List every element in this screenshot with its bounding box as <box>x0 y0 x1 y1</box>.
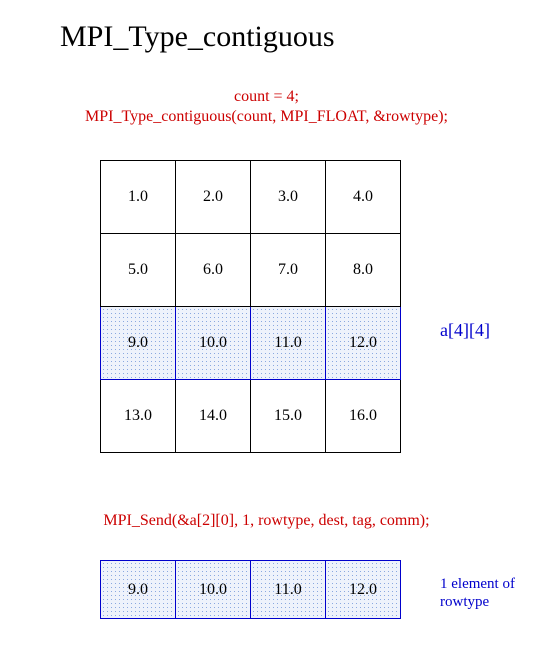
rowvec-cell: 10.0 <box>176 561 251 619</box>
matrix-cell: 8.0 <box>326 234 401 307</box>
matrix-cell: 13.0 <box>101 380 176 453</box>
array-matrix: 1.0 2.0 3.0 4.0 5.0 6.0 7.0 8.0 9.0 10.0… <box>100 160 401 453</box>
rowvec-cell: 12.0 <box>326 561 401 619</box>
matrix-cell: 5.0 <box>101 234 176 307</box>
rowvec-row: 9.0 10.0 11.0 12.0 <box>101 561 401 619</box>
matrix-cell: 10.0 <box>176 307 251 380</box>
matrix-row: 1.0 2.0 3.0 4.0 <box>101 161 401 234</box>
element-label-line2: rowtype <box>440 594 489 610</box>
code-send-line: MPI_Send(&a[2][0], 1, rowtype, dest, tag… <box>0 512 533 530</box>
matrix-row-highlight: 9.0 10.0 11.0 12.0 <box>101 307 401 380</box>
rowvec-cell: 9.0 <box>101 561 176 619</box>
page-title: MPI_Type_contiguous <box>60 20 335 54</box>
matrix-cell: 1.0 <box>101 161 176 234</box>
matrix-cell: 4.0 <box>326 161 401 234</box>
rowvec-cell: 11.0 <box>251 561 326 619</box>
rowtype-vector: 9.0 10.0 11.0 12.0 <box>100 560 401 619</box>
element-label: 1 element of rowtype <box>440 575 515 611</box>
matrix-cell: 15.0 <box>251 380 326 453</box>
matrix-cell: 16.0 <box>326 380 401 453</box>
array-label: a[4][4] <box>440 320 490 341</box>
matrix-cell: 2.0 <box>176 161 251 234</box>
matrix-row: 13.0 14.0 15.0 16.0 <box>101 380 401 453</box>
matrix-cell: 7.0 <box>251 234 326 307</box>
matrix-cell: 12.0 <box>326 307 401 380</box>
matrix-cell: 6.0 <box>176 234 251 307</box>
element-label-line1: 1 element of <box>440 576 515 592</box>
code-count-line: count = 4; <box>0 88 533 106</box>
matrix-cell: 11.0 <box>251 307 326 380</box>
matrix-row: 5.0 6.0 7.0 8.0 <box>101 234 401 307</box>
code-contiguous-line: MPI_Type_contiguous(count, MPI_FLOAT, &r… <box>0 108 533 126</box>
matrix-cell: 9.0 <box>101 307 176 380</box>
matrix-cell: 3.0 <box>251 161 326 234</box>
matrix-cell: 14.0 <box>176 380 251 453</box>
